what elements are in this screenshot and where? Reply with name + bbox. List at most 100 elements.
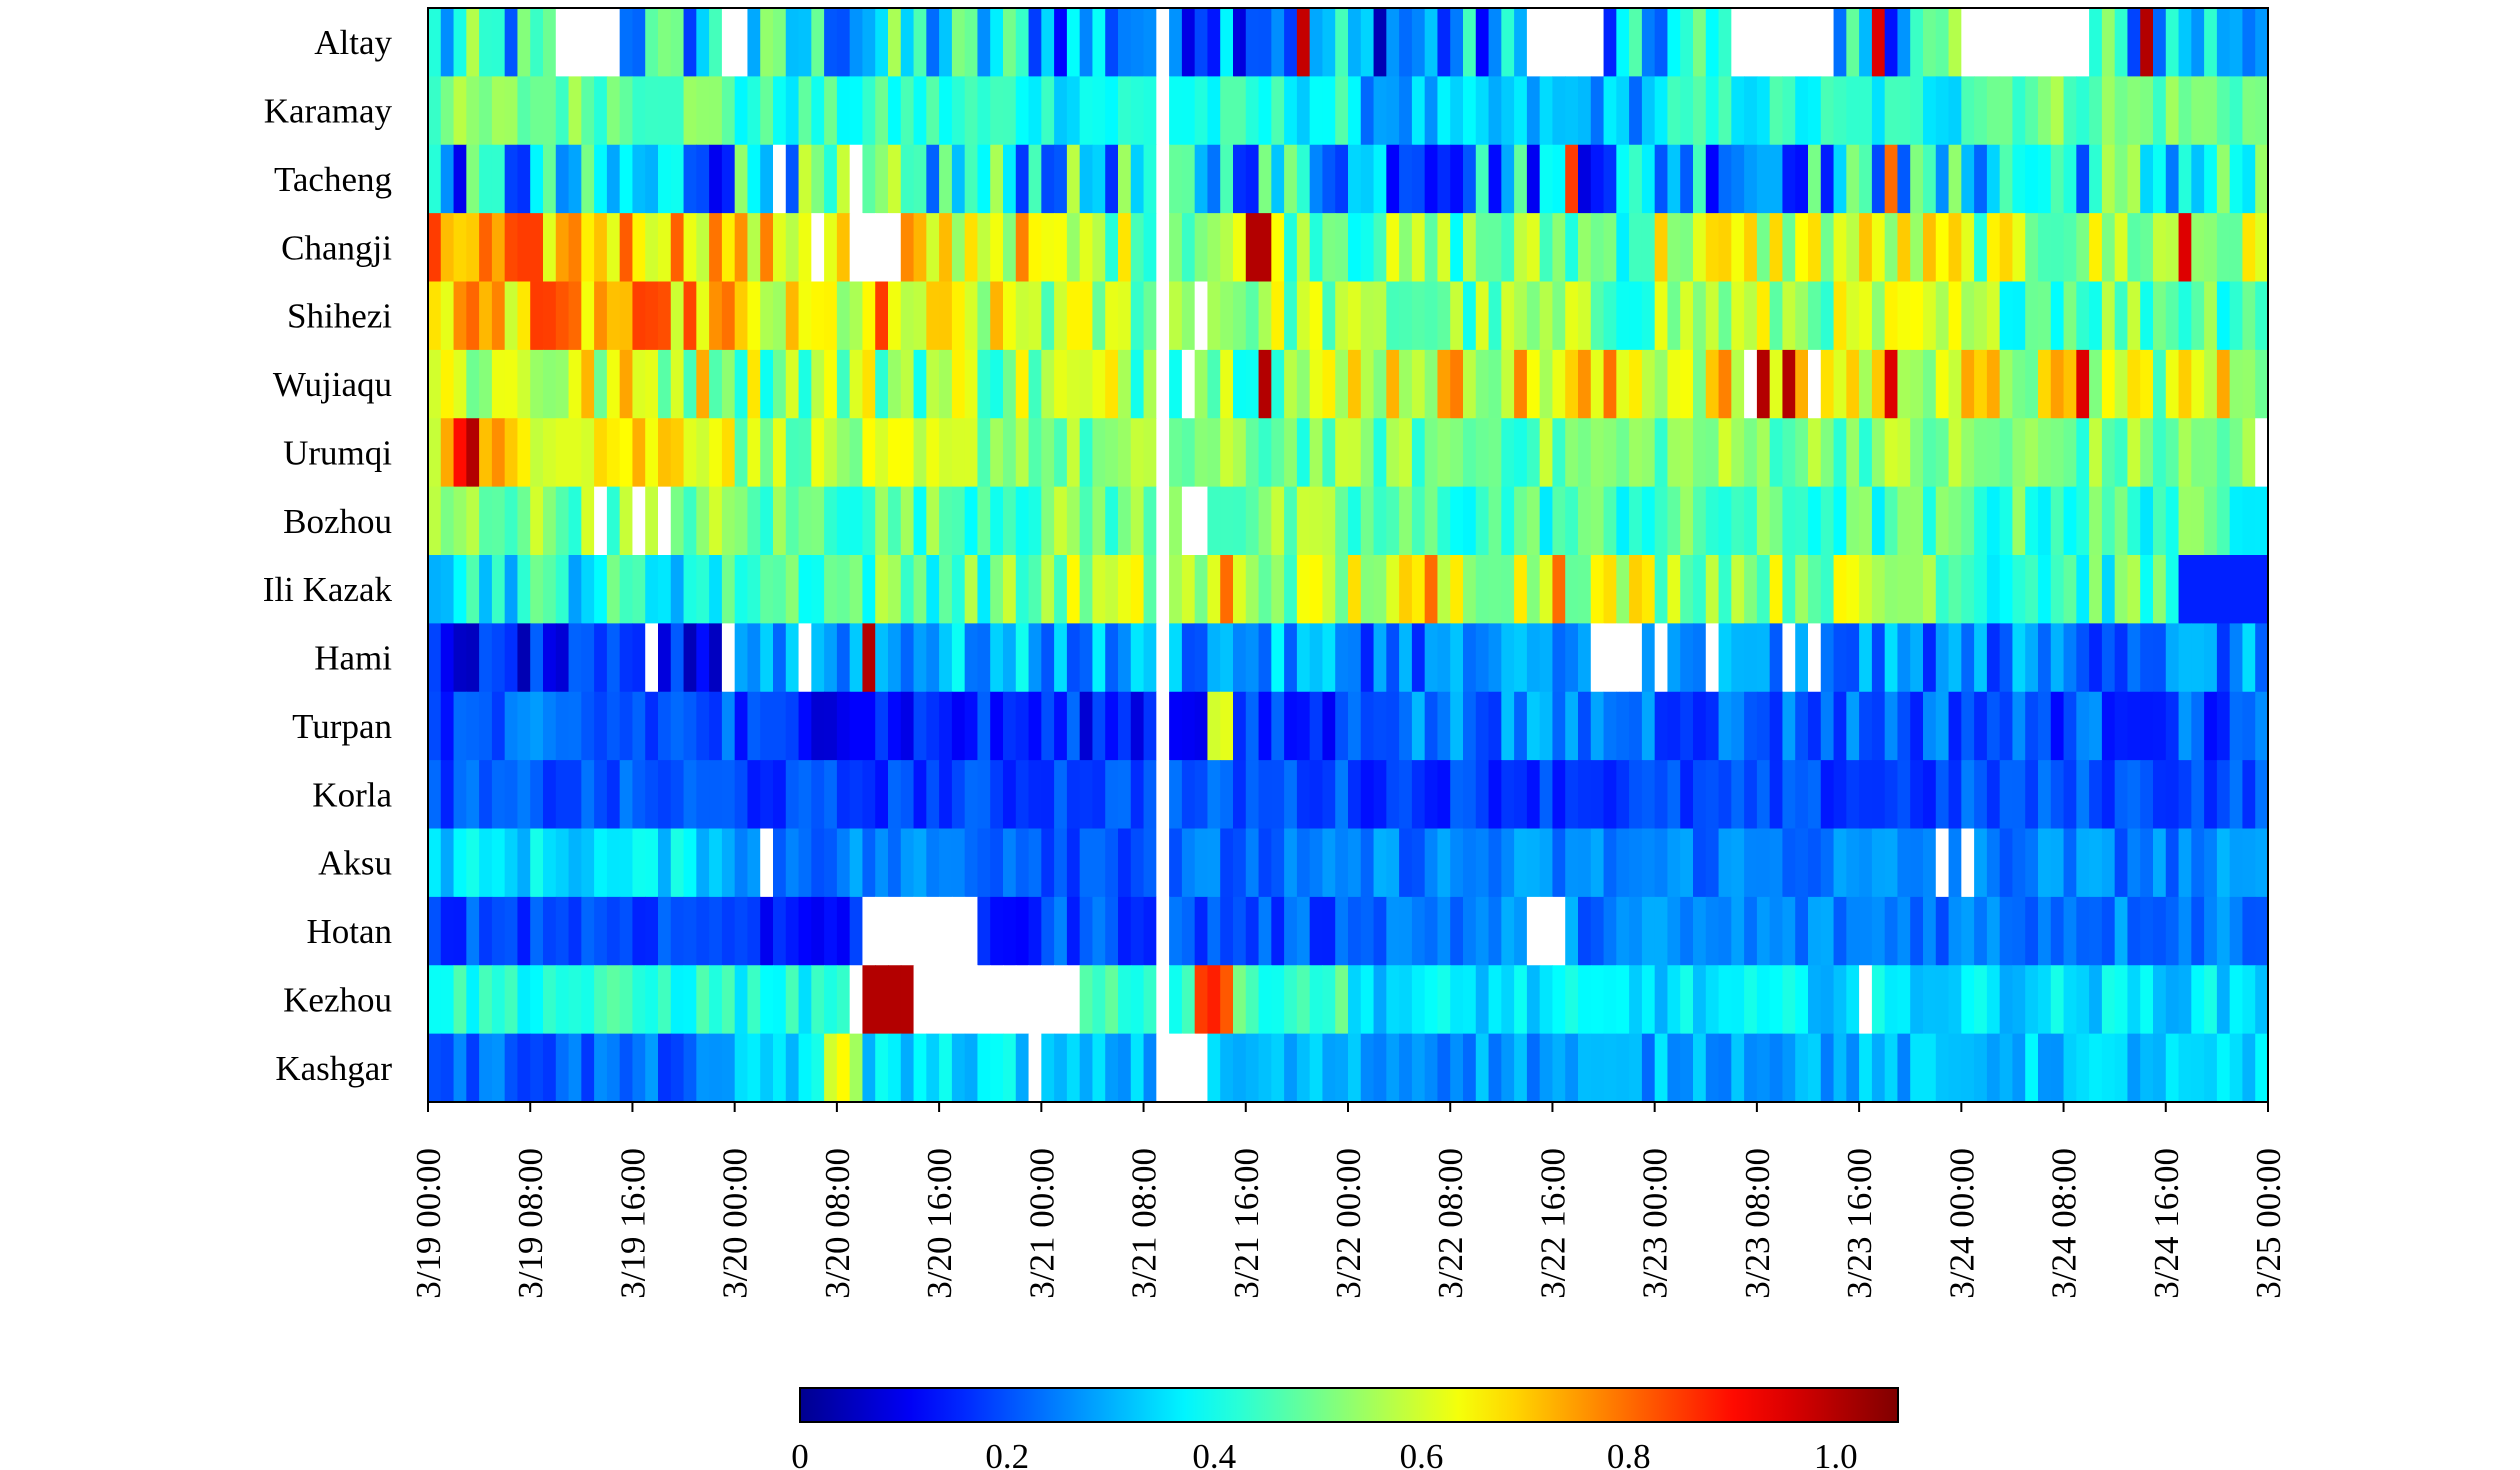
heatmap-cell — [1130, 213, 1145, 283]
heatmap-cell — [555, 281, 570, 351]
heatmap-cell — [683, 896, 697, 966]
heatmap-cell — [1156, 555, 1170, 624]
heatmap-cell — [2229, 213, 2244, 283]
heatmap-cell — [1923, 213, 1937, 283]
x-tick-label: 3/21 08:00 — [1125, 1148, 1164, 1299]
heatmap-cell — [1680, 281, 1694, 351]
heatmap-cell — [709, 486, 723, 556]
heatmap-cell — [1207, 1033, 1221, 1103]
heatmap-cell — [747, 760, 761, 830]
heatmap-cell — [1769, 144, 1784, 214]
heatmap-cell — [1143, 896, 1157, 966]
heatmap-cell — [428, 8, 442, 77]
heatmap-cell — [645, 555, 659, 624]
heatmap-cell — [568, 213, 582, 283]
heatmap-cell — [2038, 1033, 2052, 1103]
heatmap-cell — [1220, 418, 1234, 488]
heatmap-cell — [926, 760, 940, 830]
heatmap-cell — [1348, 144, 1362, 214]
heatmap-cell — [1041, 76, 1055, 146]
heatmap-cell — [683, 213, 697, 283]
heatmap-cell — [1897, 486, 1911, 556]
heatmap-cell — [747, 8, 761, 77]
heatmap-cell — [2178, 144, 2192, 214]
heatmap-cell — [2012, 8, 2026, 77]
heatmap-cell — [1961, 623, 1975, 693]
heatmap-cell — [1884, 1033, 1899, 1103]
heatmap-cell — [1450, 418, 1464, 488]
heatmap-cell — [1974, 8, 1988, 77]
heatmap-cell — [1961, 828, 1975, 898]
heatmap-cell — [939, 1033, 953, 1103]
heatmap-cell — [1501, 418, 1515, 488]
heatmap-cell — [1092, 760, 1106, 830]
heatmap-cell — [1118, 418, 1132, 488]
heatmap-cell — [1603, 213, 1617, 283]
heatmap-cell — [1935, 8, 1950, 77]
heatmap-cell — [696, 213, 710, 283]
heatmap-cell — [2089, 76, 2103, 146]
heatmap-cell — [1309, 281, 1324, 351]
heatmap-cell — [1194, 555, 1209, 624]
heatmap-cell — [1207, 76, 1221, 146]
heatmap-cell — [2101, 1033, 2116, 1103]
heatmap-cell — [491, 349, 506, 419]
heatmap-cell — [1795, 1033, 1809, 1103]
heatmap-cell — [670, 555, 685, 624]
heatmap-cell — [926, 281, 940, 351]
heatmap-cell — [1667, 760, 1681, 830]
heatmap-cell — [1833, 144, 1847, 214]
heatmap-cell — [491, 76, 506, 146]
heatmap-cell — [1169, 965, 1183, 1035]
heatmap-cell — [1654, 418, 1669, 488]
colorbar: 0 0.2 0.4 0.6 0.8 1.0 — [791, 1387, 1899, 1470]
heatmap-cell — [1923, 691, 1937, 761]
heatmap-cell — [1731, 213, 1745, 283]
heatmap-cell — [466, 213, 480, 283]
heatmap-cell — [1705, 965, 1720, 1035]
heatmap-cell — [1935, 691, 1950, 761]
heatmap-cell — [1795, 486, 1809, 556]
heatmap-cell — [824, 418, 838, 488]
heatmap-cell — [1846, 828, 1860, 898]
heatmap-cell — [1066, 76, 1081, 146]
heatmap-cell — [2025, 8, 2039, 77]
heatmap-cell — [849, 828, 864, 898]
heatmap-cell — [1744, 828, 1758, 898]
heatmap-cell — [990, 623, 1004, 693]
heatmap-cell — [1782, 213, 1796, 283]
heatmap-cell — [1335, 691, 1349, 761]
heatmap-cell — [1948, 965, 1962, 1035]
heatmap-cell — [900, 965, 915, 1035]
heatmap-cell — [709, 691, 723, 761]
heatmap-cell — [1846, 965, 1860, 1035]
heatmap-cell — [824, 555, 838, 624]
heatmap-cell — [1820, 213, 1835, 283]
heatmap-cell — [773, 828, 787, 898]
heatmap-cell — [2076, 418, 2090, 488]
heatmap-cell — [2050, 281, 2065, 351]
heatmap-cell — [1744, 8, 1758, 77]
heatmap-cell — [1233, 760, 1247, 830]
heatmap-cell — [645, 144, 659, 214]
heatmap-cell — [1143, 144, 1157, 214]
heatmap-cell — [1194, 418, 1209, 488]
heatmap-cell — [1143, 213, 1157, 283]
heatmap-cell — [1833, 486, 1847, 556]
heatmap-cell — [1181, 486, 1196, 556]
heatmap-cell — [1245, 1033, 1260, 1103]
heatmap-cell — [2089, 349, 2103, 419]
heatmap-cell — [951, 213, 966, 283]
heatmap-cell — [1667, 896, 1681, 966]
heatmap-cell — [1399, 623, 1413, 693]
heatmap-cell — [900, 760, 915, 830]
heatmap-cell — [964, 896, 979, 966]
heatmap-cell — [1003, 349, 1017, 419]
heatmap-cell — [1667, 555, 1681, 624]
heatmap-cell — [2204, 418, 2218, 488]
heatmap-cell — [1066, 418, 1081, 488]
heatmap-cell — [913, 760, 927, 830]
heatmap-cell — [1833, 1033, 1847, 1103]
heatmap-cell — [1245, 281, 1260, 351]
heatmap-cell — [1718, 349, 1732, 419]
